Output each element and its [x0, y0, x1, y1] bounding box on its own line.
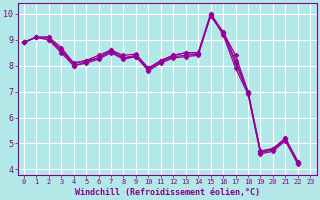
- X-axis label: Windchill (Refroidissement éolien,°C): Windchill (Refroidissement éolien,°C): [75, 188, 260, 197]
